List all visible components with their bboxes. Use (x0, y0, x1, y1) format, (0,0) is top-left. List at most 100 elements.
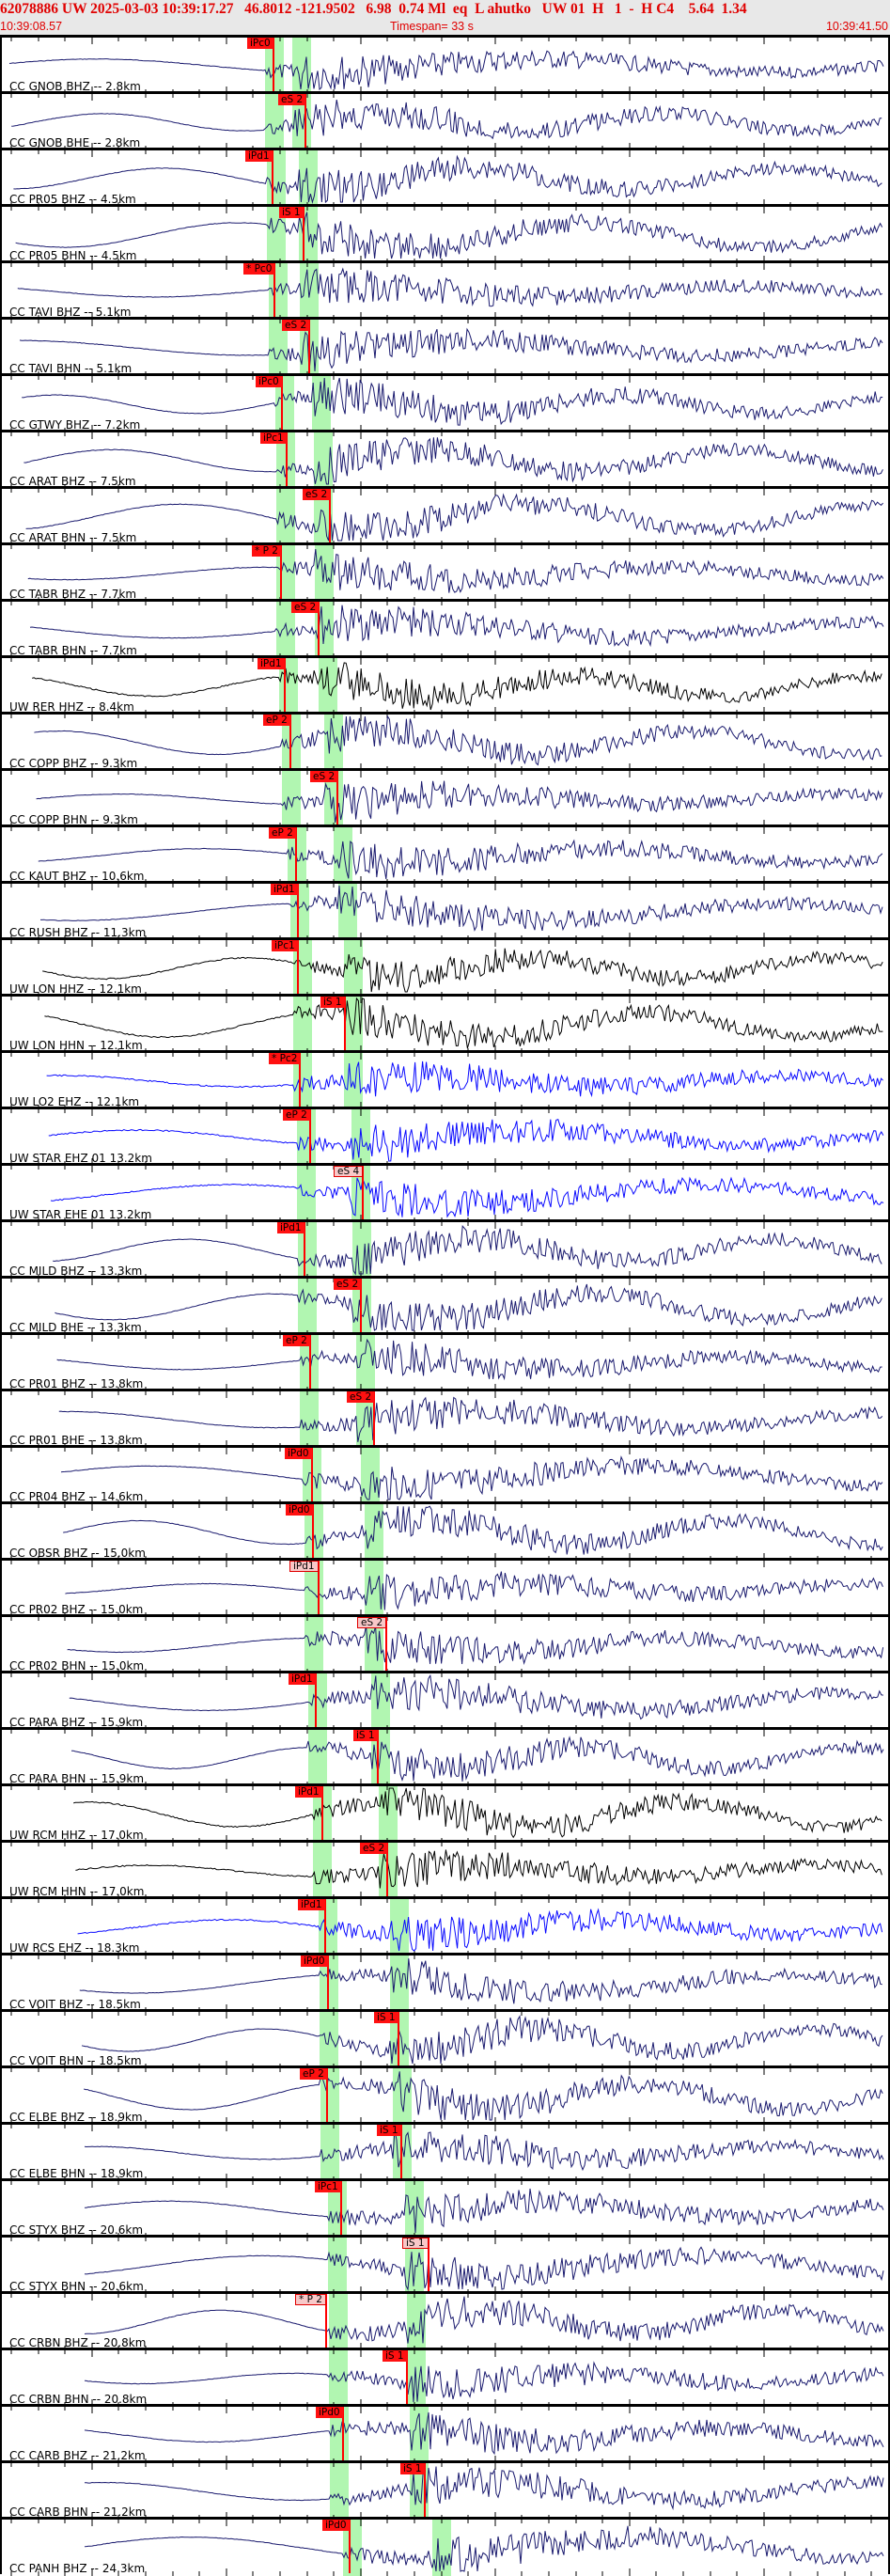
pick-flag[interactable]: iPd0 (322, 2520, 350, 2531)
trace-panel[interactable]: iS 1 CC VOIT BHN -- 18.5km (0, 2009, 890, 2068)
pick-marker-line[interactable] (286, 432, 288, 486)
trace-panel[interactable]: iPd1 CC RUSH BHZ -- 11.3km (0, 881, 890, 940)
trace-panel[interactable]: eS 2 CC TAVI BHN -- 5.1km (0, 317, 890, 376)
pick-marker-line[interactable] (400, 2125, 402, 2178)
pick-marker-line[interactable] (309, 1109, 311, 1163)
pick-flag[interactable]: eS 2 (291, 602, 320, 613)
trace-panel[interactable]: iPd1 UW RCM HHZ -- 17.0km (0, 1783, 890, 1843)
trace-panel[interactable]: iS 1 CC CARB BHN -- 21.2km (0, 2460, 890, 2520)
pick-marker-line[interactable] (304, 1222, 305, 1276)
pick-flag[interactable]: iPd1 (289, 1673, 316, 1685)
pick-flag[interactable]: iPd1 (298, 1899, 325, 1910)
trace-panel[interactable]: eP 2 CC KAUT BHZ -- 10.6km (0, 825, 890, 884)
trace-panel[interactable]: iPd1 CC PR05 BHZ -- 4.5km (0, 148, 890, 207)
pick-marker-line[interactable] (273, 38, 274, 91)
pick-marker-line[interactable] (315, 1673, 317, 1727)
trace-panel[interactable]: eS 2 CC PR02 BHN -- 15.0km (0, 1614, 890, 1673)
pick-flag[interactable]: iPd0 (286, 1504, 313, 1516)
trace-panel[interactable]: iS 1 CC CRBN BHN -- 20.8km (0, 2348, 890, 2407)
pick-marker-line[interactable] (349, 2520, 351, 2573)
pick-flag[interactable]: iS 1 (374, 2012, 398, 2023)
pick-flag[interactable]: eP 2 (269, 827, 296, 839)
pick-marker-line[interactable] (304, 94, 306, 148)
pick-marker-line[interactable] (342, 2407, 344, 2460)
trace-panel[interactable]: eS 2 UW RCM HHN -- 17.0km (0, 1840, 890, 1899)
pick-marker-line[interactable] (318, 1561, 320, 1614)
pick-marker-line[interactable] (297, 884, 299, 937)
trace-panel[interactable]: * P 2 CC TABR BHZ -- 7.7km (0, 542, 890, 602)
pick-marker-line[interactable] (327, 1956, 329, 2009)
pick-flag[interactable]: iPd1 (271, 884, 298, 895)
pick-marker-line[interactable] (385, 1617, 387, 1671)
pick-flag[interactable]: iPd1 (295, 1786, 322, 1798)
pick-marker-line[interactable] (273, 263, 275, 317)
pick-flag[interactable]: iS 1 (400, 2463, 425, 2474)
pick-flag[interactable]: iPd0 (301, 1956, 328, 1967)
pick-marker-line[interactable] (424, 2463, 426, 2517)
pick-flag[interactable]: iS 1 (377, 2125, 401, 2136)
pick-marker-line[interactable] (299, 1053, 301, 1107)
pick-marker-line[interactable] (318, 602, 320, 655)
pick-marker-line[interactable] (312, 1504, 314, 1558)
pick-marker-line[interactable] (309, 1335, 311, 1389)
pick-marker-line[interactable] (284, 658, 286, 712)
pick-marker-line[interactable] (326, 2068, 328, 2122)
pick-flag[interactable]: eS 2 (282, 320, 310, 331)
trace-panel[interactable]: * P 2 CC CRBN BHZ -- 20.8km (0, 2291, 890, 2350)
pick-marker-line[interactable] (373, 1391, 375, 1445)
trace-panel[interactable]: iPd0 CC PANH BHZ -- 24.3km (0, 2517, 890, 2576)
pick-marker-line[interactable] (280, 545, 282, 599)
trace-panel[interactable]: eS 2 CC TABR BHN -- 7.7km (0, 599, 890, 658)
trace-panel[interactable]: iPd1 CC MILD BHZ -- 13.3km (0, 1219, 890, 1279)
trace-panel[interactable]: iPd0 CC CARB BHZ -- 21.2km (0, 2404, 890, 2463)
pick-marker-line[interactable] (386, 1843, 388, 1896)
pick-flag[interactable]: iS 1 (383, 2350, 407, 2362)
pick-flag[interactable]: iPd1 (277, 1222, 304, 1233)
pick-flag[interactable]: eS 2 (303, 489, 331, 500)
pick-marker-line[interactable] (377, 1730, 379, 1783)
pick-flag[interactable]: eS 2 (360, 1843, 388, 1854)
pick-marker-line[interactable] (295, 827, 297, 881)
pick-marker-line[interactable] (398, 2012, 399, 2066)
trace-panel[interactable]: iPd1 CC PR02 BHZ -- 15.0km (0, 1558, 890, 1617)
trace-panel[interactable]: eS 4 UW STAR EHE 01 13.2km (0, 1163, 890, 1222)
pick-marker-line[interactable] (321, 1786, 323, 1840)
trace-panel[interactable]: iPd1 UW RER HHZ -- 8.4km (0, 655, 890, 715)
trace-panel[interactable]: eS 2 CC PR01 BHE -- 13.8km (0, 1389, 890, 1448)
pick-flag[interactable]: eS 2 (334, 1279, 362, 1290)
pick-marker-line[interactable] (329, 489, 331, 542)
trace-panel[interactable]: eS 2 CC COPP BHN -- 9.3km (0, 768, 890, 827)
pick-marker-line[interactable] (344, 997, 346, 1050)
trace-panel[interactable]: iS 1 UW LON HHN -- 12.1km (0, 994, 890, 1053)
pick-flag[interactable]: iS 1 (320, 997, 345, 1008)
pick-flag[interactable]: eP 2 (263, 715, 290, 726)
pick-flag[interactable]: iPd0 (316, 2407, 343, 2418)
pick-flag[interactable]: iS 1 (402, 2238, 429, 2249)
pick-flag[interactable]: iPc1 (260, 432, 287, 444)
pick-flag[interactable]: iPc1 (272, 940, 298, 951)
trace-panel[interactable]: iPd0 CC PR04 BHZ -- 14.6km (0, 1445, 890, 1504)
pick-flag[interactable]: eS 2 (310, 771, 338, 782)
trace-panel[interactable]: iPd1 CC PARA BHZ -- 15.9km (0, 1671, 890, 1730)
pick-marker-line[interactable] (336, 771, 338, 825)
pick-marker-line[interactable] (297, 940, 299, 994)
pick-flag[interactable]: eS 4 (334, 1166, 364, 1177)
pick-flag[interactable]: * Pc0 (243, 263, 275, 275)
trace-panel[interactable]: iPc1 UW LON HHZ -- 12.1km (0, 937, 890, 997)
pick-flag[interactable]: iS 1 (353, 1730, 378, 1741)
trace-panel[interactable]: iPc1 CC STYX BHZ -- 20.6km (0, 2178, 890, 2238)
pick-flag[interactable]: eP 2 (283, 1335, 310, 1346)
trace-panel[interactable]: iS 1 CC STYX BHN -- 20.6km (0, 2235, 890, 2294)
trace-panel[interactable]: eP 2 CC ELBE BHZ -- 18.9km (0, 2066, 890, 2125)
pick-flag[interactable]: * Pc2 (269, 1053, 301, 1064)
pick-marker-line[interactable] (428, 2238, 429, 2291)
trace-panel[interactable]: iPc0 CC GTWY BHZ -- 7.2km (0, 373, 890, 432)
pick-flag[interactable]: * P 2 (252, 545, 281, 557)
trace-panel[interactable]: eS 2 CC GNOB BHE -- 2.8km (0, 91, 890, 150)
pick-flag[interactable]: iPc1 (315, 2181, 341, 2192)
pick-flag[interactable]: * P 2 (295, 2294, 326, 2305)
pick-flag[interactable]: iPd1 (289, 1561, 319, 1572)
pick-flag[interactable]: iPc0 (247, 38, 273, 49)
pick-marker-line[interactable] (406, 2350, 408, 2404)
pick-flag[interactable]: eS 2 (347, 1391, 375, 1403)
